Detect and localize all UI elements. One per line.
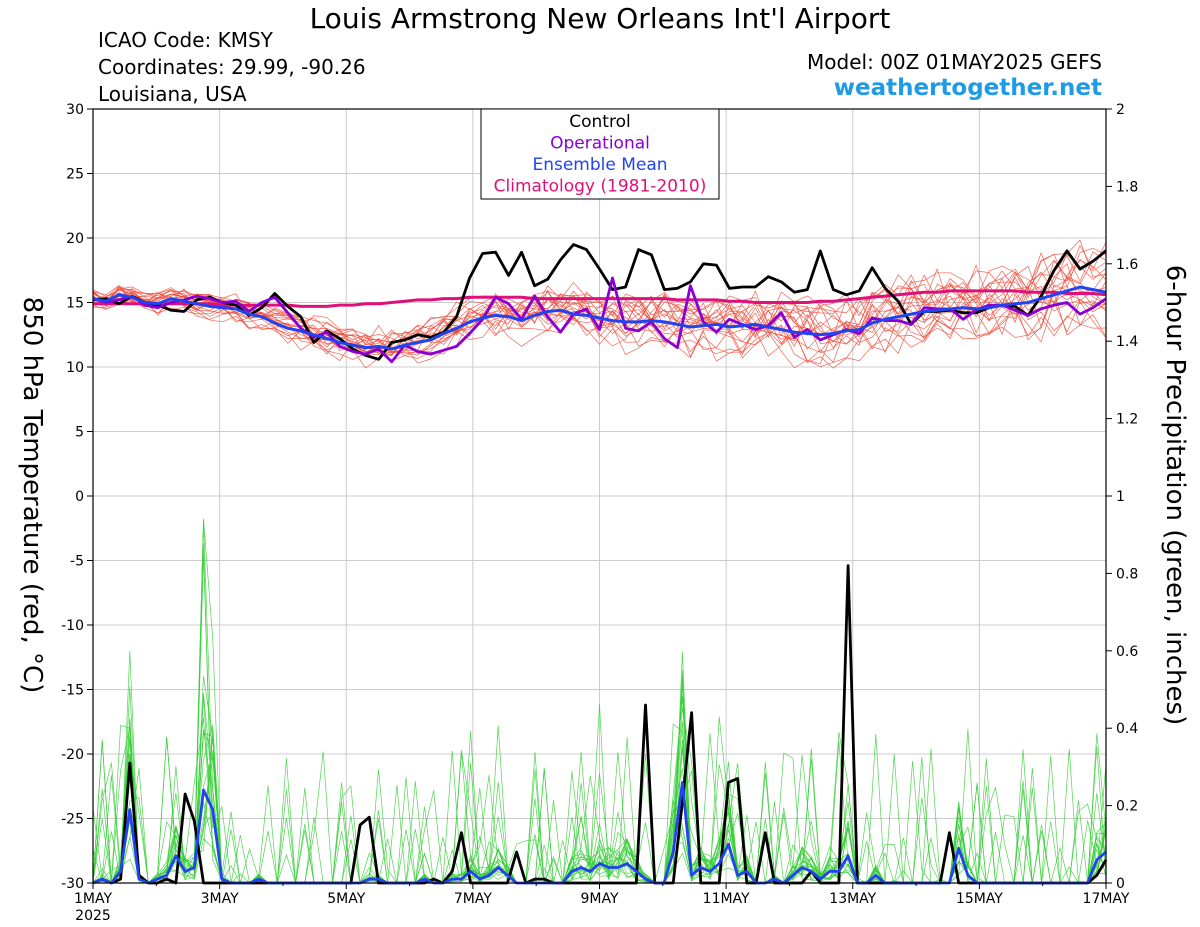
tick-label-right: 2: [1116, 102, 1125, 118]
tick-label-year: 2025: [75, 908, 111, 924]
tick-label-right: 1: [1116, 489, 1125, 505]
tick-label-right: 0.4: [1116, 721, 1138, 737]
legend-box: [480, 108, 720, 200]
tick-label-x: 1MAY: [74, 891, 112, 907]
legend-entry: Operational: [550, 134, 650, 154]
site-link[interactable]: weathertogether.net: [833, 75, 1102, 101]
chart-title: Louis Armstrong New Orleans Int'l Airpor…: [309, 2, 891, 35]
tick-label-left: 25: [66, 167, 84, 183]
temp-climatology-line: [93, 289, 1107, 308]
tick-label-right: 0.6: [1116, 644, 1138, 660]
tick-label-x: 15MAY: [956, 891, 1003, 907]
legend-entry: Ensemble Mean: [532, 155, 667, 175]
tick-label-left: -25: [61, 812, 84, 828]
grid: [93, 109, 1106, 883]
tick-label-left: 15: [66, 296, 84, 312]
tick-label-right: 0: [1116, 876, 1125, 892]
tick-label-right: 1.4: [1116, 334, 1138, 350]
tick-label-right: 1.2: [1116, 412, 1138, 428]
tick-label-x: 9MAY: [580, 891, 618, 907]
tick-label-x: 17MAY: [1083, 891, 1130, 907]
tick-label-x: 13MAY: [829, 891, 876, 907]
tick-label-x: 7MAY: [454, 891, 492, 907]
tick-label-x: 5MAY: [327, 891, 365, 907]
tick-label-left: 0: [75, 489, 84, 505]
tick-label-right: 1.6: [1116, 257, 1138, 273]
tick-label-right: 1.8: [1116, 179, 1138, 195]
legend-entry: Control: [569, 112, 630, 132]
precip-member-line: [92, 676, 1107, 884]
icao-code: ICAO Code: KMSY: [98, 28, 273, 52]
region: Louisiana, USA: [98, 82, 247, 106]
temp-mean-line: [92, 285, 1107, 351]
model-run: Model: 00Z 01MAY2025 GEFS: [807, 50, 1102, 74]
axes: 302520151050-5-10-15-20-25-3021.81.61.41…: [61, 102, 1138, 924]
tick-label-x: 11MAY: [703, 891, 750, 907]
tick-label-left: 5: [75, 425, 84, 441]
temp-member-line: [92, 292, 1107, 362]
tick-label-left: 10: [66, 360, 84, 376]
tick-label-left: -5: [70, 554, 84, 570]
tick-label-left: -15: [61, 683, 84, 699]
tick-label-right: 0.8: [1116, 566, 1138, 582]
tick-label-left: -30: [61, 876, 84, 892]
tick-label-left: 20: [66, 231, 84, 247]
temp-member-line: [92, 248, 1107, 346]
temp-member-line: [92, 285, 1107, 369]
legend-entry: Climatology (1981-2010): [494, 177, 707, 197]
tick-label-left: -20: [61, 747, 84, 763]
tick-label-right: 0.2: [1116, 799, 1138, 815]
tick-label-left: -10: [61, 618, 84, 634]
coordinates: Coordinates: 29.99, -90.26: [98, 55, 366, 79]
tick-label-x: 3MAY: [201, 891, 239, 907]
tick-label-left: 30: [66, 102, 84, 118]
